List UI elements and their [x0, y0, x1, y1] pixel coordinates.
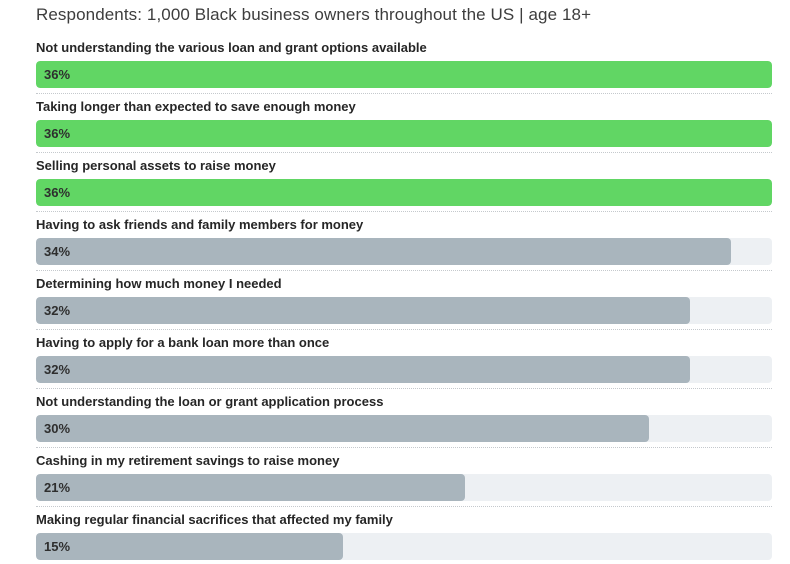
bar-value-label: 15% — [44, 539, 71, 554]
row-separator — [36, 93, 772, 94]
bar-track: 36% — [36, 120, 772, 147]
bar-row: Having to ask friends and family members… — [36, 217, 772, 271]
bar-fill: 30% — [36, 415, 650, 442]
bar-category-label: Determining how much money I needed — [36, 276, 282, 291]
bar-value-label: 30% — [44, 421, 71, 436]
bar-fill: 15% — [36, 533, 343, 560]
bar-fill: 34% — [36, 238, 732, 265]
bar-track: 32% — [36, 297, 772, 324]
row-separator — [36, 506, 772, 507]
bar-fill: 21% — [36, 474, 466, 501]
bar-track: 32% — [36, 356, 772, 383]
bar-track: 30% — [36, 415, 772, 442]
bar-category-label: Not understanding the loan or grant appl… — [36, 394, 384, 409]
bar-category-label: Making regular financial sacrifices that… — [36, 512, 393, 527]
bar-row: Cashing in my retirement savings to rais… — [36, 453, 772, 507]
bar-row: Selling personal assets to raise money 3… — [36, 158, 772, 212]
bar-track: 34% — [36, 238, 772, 265]
bar-category-label: Taking longer than expected to save enou… — [36, 99, 356, 114]
bar-fill: 32% — [36, 356, 691, 383]
bar-fill: 32% — [36, 297, 691, 324]
bar-category-label: Cashing in my retirement savings to rais… — [36, 453, 340, 468]
bar-track: 36% — [36, 61, 772, 88]
row-separator — [36, 388, 772, 389]
bar-track: 21% — [36, 474, 772, 501]
bar-fill: 36% — [36, 179, 772, 206]
bar-chart-rows: Not understanding the various loan and g… — [36, 40, 772, 560]
bar-row: Determining how much money I needed 32% — [36, 276, 772, 330]
bar-row: Making regular financial sacrifices that… — [36, 512, 772, 560]
bar-value-label: 32% — [44, 362, 71, 377]
row-separator — [36, 211, 772, 212]
bar-fill: 36% — [36, 120, 772, 147]
bar-row: Taking longer than expected to save enou… — [36, 99, 772, 153]
row-separator — [36, 329, 772, 330]
bar-row: Not understanding the various loan and g… — [36, 40, 772, 94]
chart-title: Respondents: 1,000 Black business owners… — [36, 5, 592, 24]
bar-value-label: 32% — [44, 303, 71, 318]
bar-value-label: 36% — [44, 67, 71, 82]
bar-value-label: 36% — [44, 185, 71, 200]
bar-category-label: Not understanding the various loan and g… — [36, 40, 427, 55]
bar-track: 36% — [36, 179, 772, 206]
bar-row: Having to apply for a bank loan more tha… — [36, 335, 772, 389]
bar-value-label: 36% — [44, 126, 71, 141]
row-separator — [36, 152, 772, 153]
bar-category-label: Having to apply for a bank loan more tha… — [36, 335, 330, 350]
bar-category-label: Having to ask friends and family members… — [36, 217, 364, 232]
bar-fill: 36% — [36, 61, 772, 88]
bar-track: 15% — [36, 533, 772, 560]
bar-row: Not understanding the loan or grant appl… — [36, 394, 772, 448]
bar-value-label: 21% — [44, 480, 71, 495]
bar-value-label: 34% — [44, 244, 71, 259]
bar-category-label: Selling personal assets to raise money — [36, 158, 276, 173]
row-separator — [36, 270, 772, 271]
row-separator — [36, 447, 772, 448]
